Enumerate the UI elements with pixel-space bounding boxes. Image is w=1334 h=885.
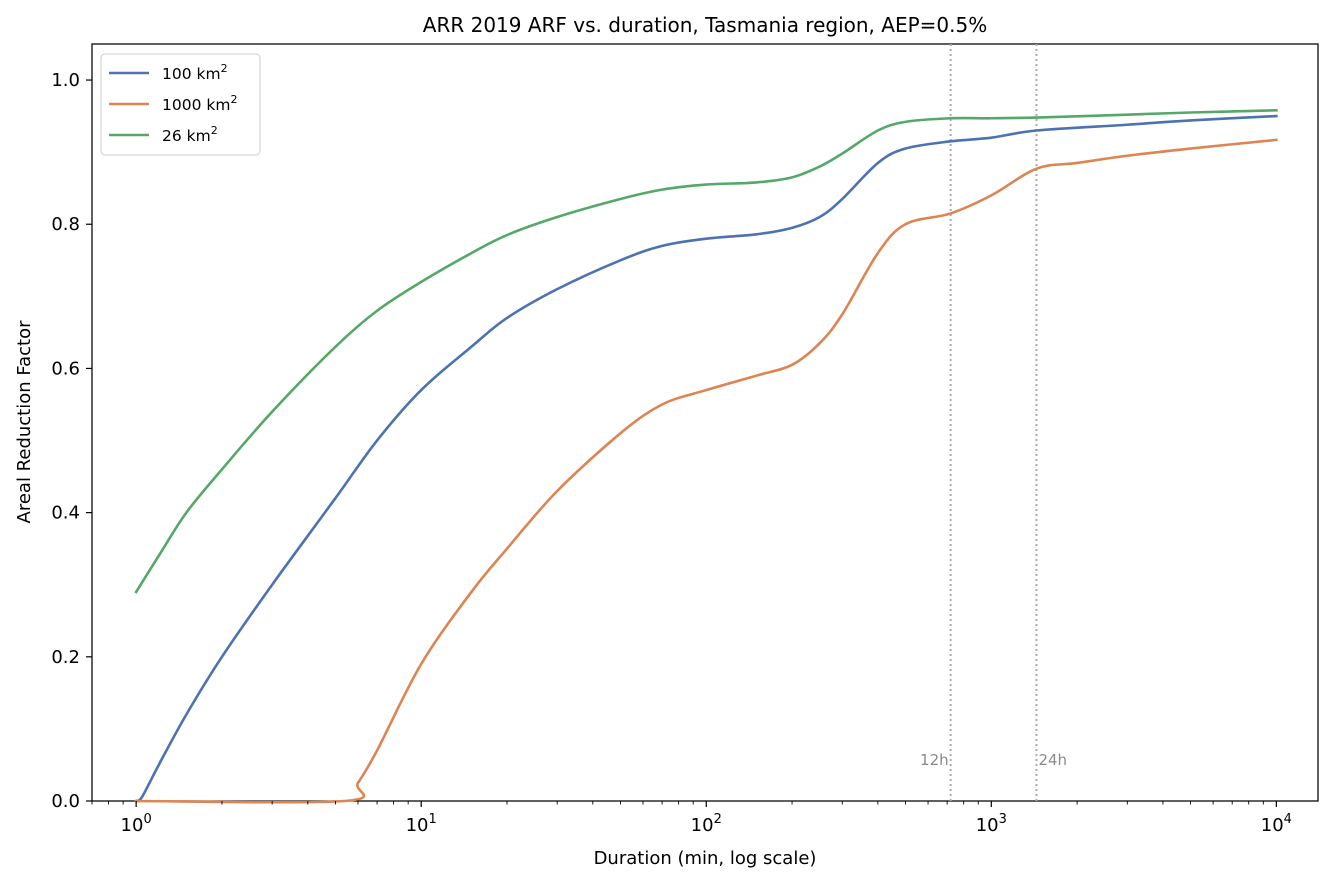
x-tick-label: 100 [121, 812, 152, 836]
x-tick-label: 103 [976, 812, 1007, 836]
x-axis-label: Duration (min, log scale) [594, 848, 817, 869]
legend-label-1: 1000 km2 [162, 93, 237, 114]
y-axis-label: Areal Reduction Factor [14, 320, 35, 524]
plot-frame [91, 43, 1319, 802]
series-line-0 [134, 114, 1278, 803]
y-tick-label: 0.0 [51, 791, 80, 812]
y-tick-label: 0.8 [51, 214, 80, 235]
ref-label-24h: 24h [1038, 751, 1067, 769]
x-axis: 100 101 102 103 104 [91, 801, 1292, 836]
x-tick-label: 104 [1261, 812, 1292, 836]
y-tick-label: 0.6 [51, 358, 80, 379]
y-axis: 0.0 0.2 0.4 0.6 0.8 1.0 [51, 70, 92, 812]
ref-label-12h: 12h [920, 751, 949, 769]
legend-box [100, 53, 261, 156]
series-lines [134, 108, 1278, 804]
chart-title: ARR 2019 ARF vs. duration, Tasmania regi… [423, 13, 987, 37]
y-tick-label: 0.2 [51, 647, 80, 668]
legend-label-0: 100 km2 [162, 62, 228, 83]
series-line-2 [134, 108, 1278, 594]
x-tick-label: 101 [406, 812, 437, 836]
reference-lines: 12h 24h [920, 44, 1067, 801]
series-line-1 [134, 138, 1278, 804]
x-tick-label: 102 [691, 812, 722, 836]
y-tick-label: 0.4 [51, 503, 80, 524]
y-tick-label: 1.0 [51, 70, 80, 91]
legend: 100 km2 1000 km2 26 km2 [100, 53, 261, 156]
legend-label-2: 26 km2 [162, 124, 218, 145]
